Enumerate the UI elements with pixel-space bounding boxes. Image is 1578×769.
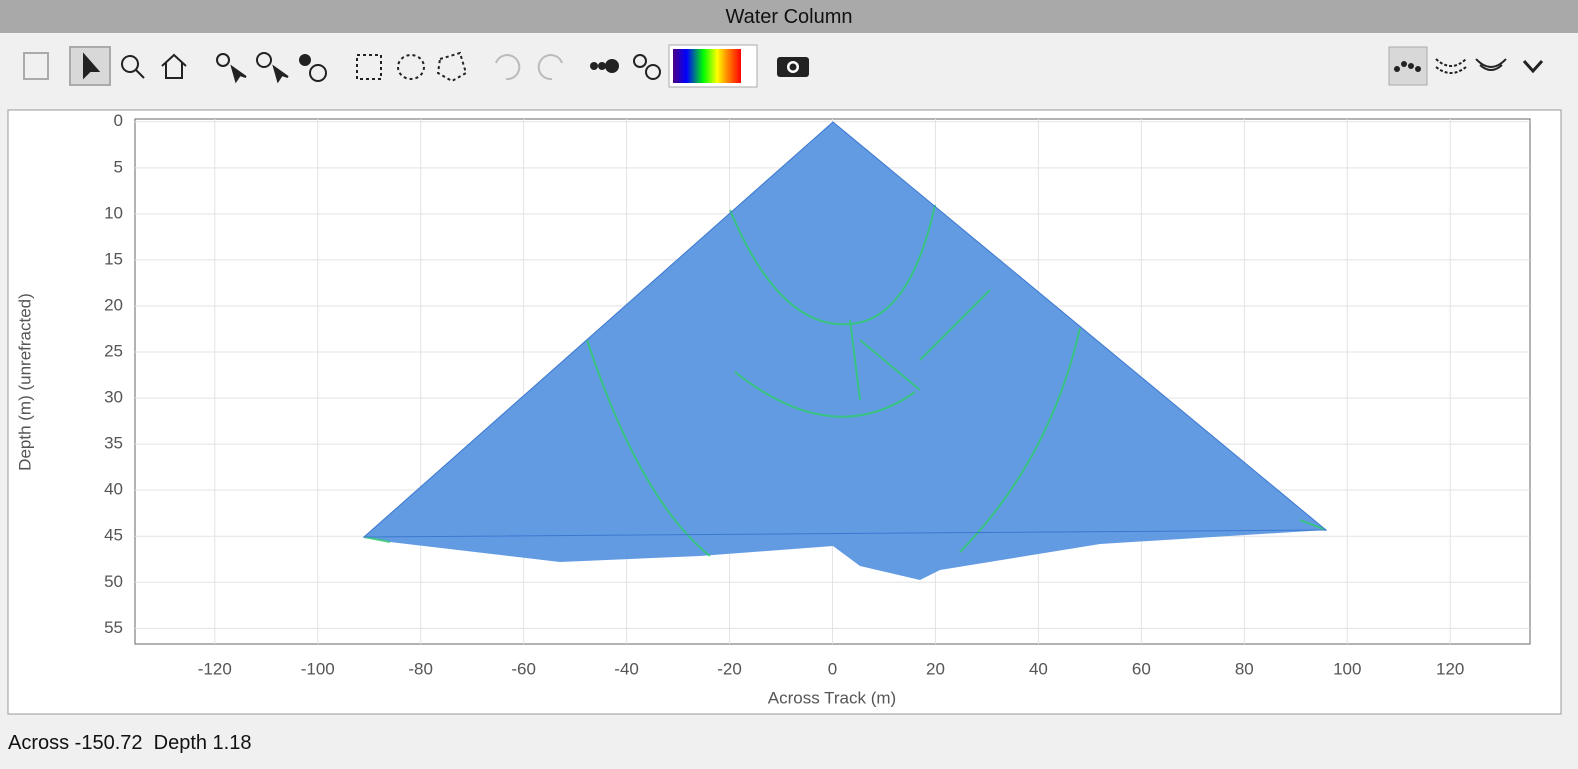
x-tick-label: 40 (1029, 659, 1048, 678)
nav-button[interactable] (299, 54, 311, 66)
water-column-features (363, 204, 1327, 557)
water-column-image (364, 122, 1326, 580)
x-tick-label: -20 (717, 659, 742, 678)
x-axis-label: Across Track (m) (768, 688, 896, 707)
y-tick-label: 20 (104, 295, 123, 314)
status-bar: Across -150.72 Depth 1.18 (8, 732, 252, 754)
x-tick-label: -60 (511, 659, 536, 678)
y-tick-label: 25 (104, 342, 123, 361)
redo-button[interactable] (537, 54, 563, 81)
settings-button[interactable] (633, 54, 647, 68)
y-tick-label: 35 (104, 434, 123, 453)
y-tick-label: 5 (114, 157, 123, 176)
colormap-swatch (673, 49, 741, 83)
more-button[interactable] (1522, 59, 1544, 74)
x-tick-label: -80 (408, 659, 433, 678)
points-button[interactable] (590, 62, 598, 70)
beam-button[interactable] (1475, 58, 1507, 71)
save-button[interactable] (23, 52, 49, 80)
x-tick-label: 20 (926, 659, 945, 678)
y-axis-label: Depth (m) (unrefracted) (15, 293, 34, 471)
x-tick-label: 100 (1333, 659, 1361, 678)
pick-button[interactable] (216, 53, 230, 67)
chart: Across Track (m) Depth (m) (unrefracted)… (7, 109, 1562, 715)
undo-button[interactable] (495, 54, 521, 81)
toolbar (23, 44, 1544, 88)
x-tick-label: 80 (1235, 659, 1254, 678)
x-tick-label: 60 (1132, 659, 1151, 678)
polygon-button[interactable] (436, 51, 468, 83)
swath-button[interactable] (1435, 58, 1467, 74)
window-title: Water Column (0, 0, 1578, 33)
x-tick-label: -120 (198, 659, 232, 678)
fan-edge (362, 121, 1328, 538)
y-tick-label: 30 (104, 388, 123, 407)
zoom-button[interactable] (121, 55, 139, 73)
x-tick-label: -100 (301, 659, 335, 678)
y-tick-label: 55 (104, 618, 123, 637)
y-tick-label: 45 (104, 526, 123, 545)
x-tick-label: -40 (614, 659, 639, 678)
pointer-icon (83, 52, 101, 80)
y-tick-label: 10 (104, 203, 123, 222)
y-tick-label: 50 (104, 572, 123, 591)
lasso-button[interactable] (397, 54, 425, 80)
y-tick-label: 15 (104, 249, 123, 268)
select-button[interactable] (69, 46, 111, 86)
x-tick-label: 0 (828, 659, 837, 678)
home-button[interactable] (161, 53, 187, 79)
rect-select-button[interactable] (356, 54, 382, 80)
y-tick-label: 0 (114, 111, 123, 130)
x-tick-label: 120 (1436, 659, 1464, 678)
geo-pick-button[interactable] (256, 52, 272, 68)
y-tick-label: 40 (104, 480, 123, 499)
